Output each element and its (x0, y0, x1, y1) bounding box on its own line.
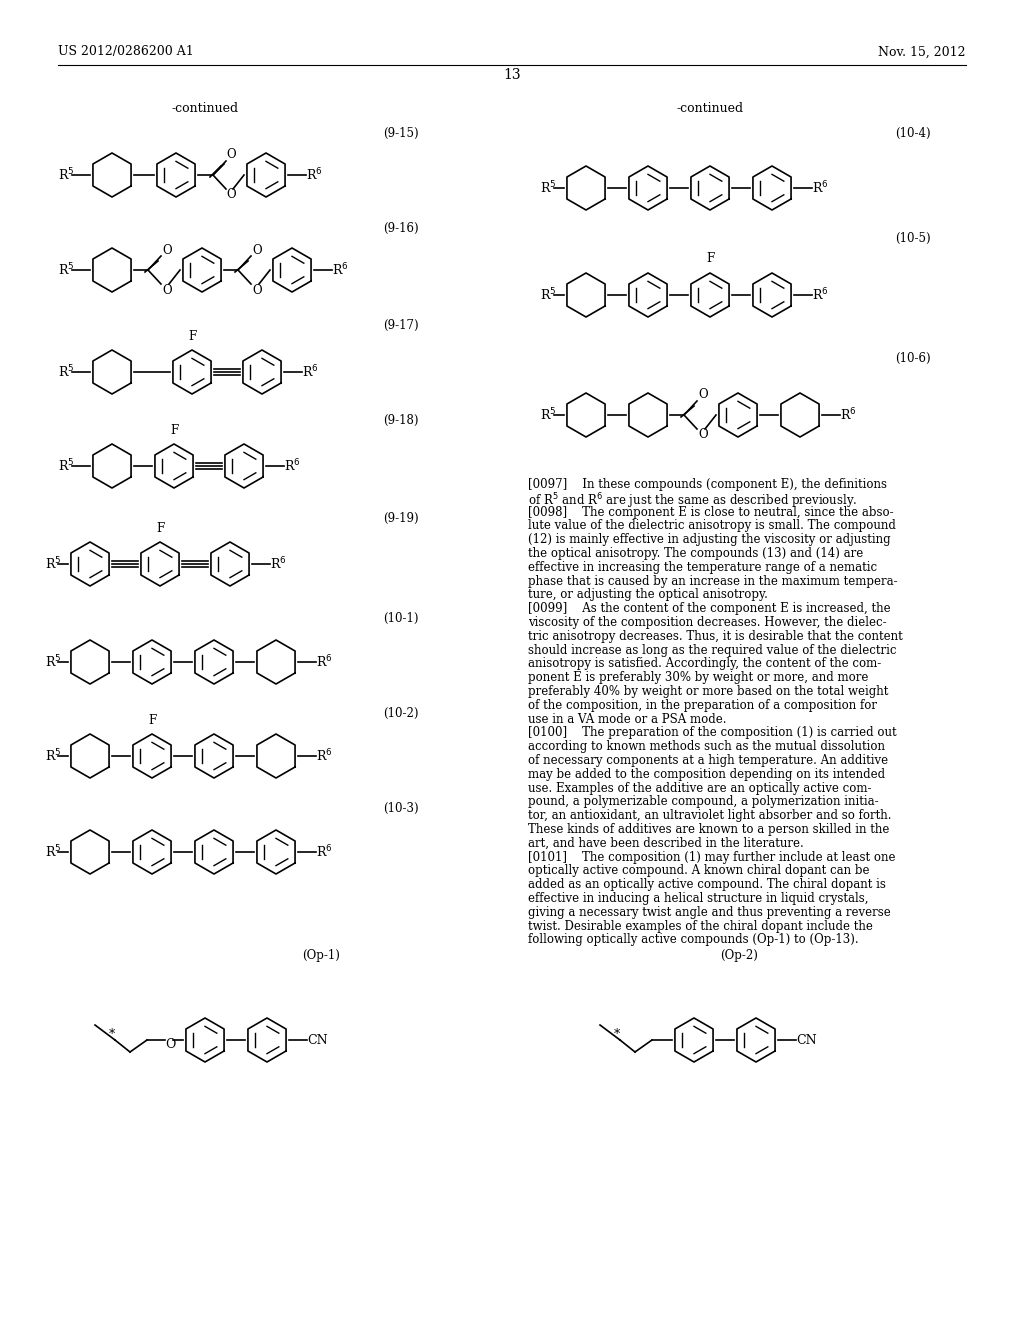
Text: 13: 13 (503, 69, 521, 82)
Text: O: O (252, 243, 261, 256)
Text: R$^6$: R$^6$ (812, 286, 828, 304)
Text: R$^6$: R$^6$ (316, 747, 333, 764)
Text: art, and have been described in the literature.: art, and have been described in the lite… (528, 837, 804, 850)
Text: O: O (698, 429, 708, 441)
Text: *: * (109, 1027, 115, 1040)
Text: (9-17): (9-17) (383, 318, 419, 331)
Text: F: F (187, 330, 197, 342)
Text: [0099]    As the content of the component E is increased, the: [0099] As the content of the component E… (528, 602, 891, 615)
Text: *: * (613, 1027, 621, 1040)
Text: R$^5$: R$^5$ (58, 458, 75, 474)
Text: (9-16): (9-16) (383, 222, 419, 235)
Text: use in a VA mode or a PSA mode.: use in a VA mode or a PSA mode. (528, 713, 726, 726)
Text: (12) is mainly effective in adjusting the viscosity or adjusting: (12) is mainly effective in adjusting th… (528, 533, 891, 546)
Text: (10-1): (10-1) (383, 611, 419, 624)
Text: O: O (226, 149, 236, 161)
Text: giving a necessary twist angle and thus preventing a reverse: giving a necessary twist angle and thus … (528, 906, 891, 919)
Text: O: O (165, 1038, 175, 1051)
Text: (9-18): (9-18) (383, 413, 419, 426)
Text: of the composition, in the preparation of a composition for: of the composition, in the preparation o… (528, 698, 877, 711)
Text: F: F (170, 424, 178, 437)
Text: R$^5$: R$^5$ (45, 556, 61, 573)
Text: should increase as long as the required value of the dielectric: should increase as long as the required … (528, 644, 896, 656)
Text: R$^6$: R$^6$ (284, 458, 300, 474)
Text: ture, or adjusting the optical anisotropy.: ture, or adjusting the optical anisotrop… (528, 589, 768, 602)
Text: (Op-2): (Op-2) (720, 949, 758, 961)
Text: R$^5$: R$^5$ (45, 747, 61, 764)
Text: CN: CN (796, 1034, 816, 1047)
Text: (10-6): (10-6) (895, 351, 931, 364)
Text: R$^5$: R$^5$ (540, 180, 556, 197)
Text: lute value of the dielectric anisotropy is small. The compound: lute value of the dielectric anisotropy … (528, 519, 896, 532)
Text: anisotropy is satisfied. Accordingly, the content of the com-: anisotropy is satisfied. Accordingly, th… (528, 657, 882, 671)
Text: R$^5$: R$^5$ (58, 166, 75, 183)
Text: R$^6$: R$^6$ (812, 180, 828, 197)
Text: R$^6$: R$^6$ (306, 166, 323, 183)
Text: R$^5$: R$^5$ (45, 653, 61, 671)
Text: O: O (698, 388, 708, 401)
Text: R$^6$: R$^6$ (270, 556, 287, 573)
Text: (10-4): (10-4) (895, 127, 931, 140)
Text: F: F (156, 521, 164, 535)
Text: effective in increasing the temperature range of a nematic: effective in increasing the temperature … (528, 561, 878, 574)
Text: of R$^5$ and R$^6$ are just the same as described previously.: of R$^5$ and R$^6$ are just the same as … (528, 492, 857, 511)
Text: [0101]    The composition (1) may further include at least one: [0101] The composition (1) may further i… (528, 850, 896, 863)
Text: tor, an antioxidant, an ultraviolet light absorber and so forth.: tor, an antioxidant, an ultraviolet ligh… (528, 809, 892, 822)
Text: effective in inducing a helical structure in liquid crystals,: effective in inducing a helical structur… (528, 892, 868, 906)
Text: ponent E is preferably 30% by weight or more, and more: ponent E is preferably 30% by weight or … (528, 671, 868, 684)
Text: (Op-1): (Op-1) (302, 949, 340, 961)
Text: optically active compound. A known chiral dopant can be: optically active compound. A known chira… (528, 865, 869, 878)
Text: R$^6$: R$^6$ (316, 653, 333, 671)
Text: viscosity of the composition decreases. However, the dielec-: viscosity of the composition decreases. … (528, 616, 887, 630)
Text: twist. Desirable examples of the chiral dopant include the: twist. Desirable examples of the chiral … (528, 920, 872, 933)
Text: (10-3): (10-3) (383, 801, 419, 814)
Text: use. Examples of the additive are an optically active com-: use. Examples of the additive are an opt… (528, 781, 871, 795)
Text: O: O (162, 243, 172, 256)
Text: may be added to the composition depending on its intended: may be added to the composition dependin… (528, 768, 885, 781)
Text: tric anisotropy decreases. Thus, it is desirable that the content: tric anisotropy decreases. Thus, it is d… (528, 630, 903, 643)
Text: R$^5$: R$^5$ (540, 407, 556, 424)
Text: [0098]    The component E is close to neutral, since the abso-: [0098] The component E is close to neutr… (528, 506, 894, 519)
Text: R$^5$: R$^5$ (58, 261, 75, 279)
Text: Nov. 15, 2012: Nov. 15, 2012 (879, 45, 966, 58)
Text: -continued: -continued (171, 102, 239, 115)
Text: of necessary components at a high temperature. An additive: of necessary components at a high temper… (528, 754, 888, 767)
Text: according to known methods such as the mutual dissolution: according to known methods such as the m… (528, 741, 885, 754)
Text: added as an optically active compound. The chiral dopant is: added as an optically active compound. T… (528, 878, 886, 891)
Text: following optically active compounds (Op-1) to (Op-13).: following optically active compounds (Op… (528, 933, 859, 946)
Text: (10-5): (10-5) (895, 231, 931, 244)
Text: O: O (226, 189, 236, 202)
Text: R$^6$: R$^6$ (332, 261, 348, 279)
Text: (10-2): (10-2) (383, 706, 419, 719)
Text: US 2012/0286200 A1: US 2012/0286200 A1 (58, 45, 194, 58)
Text: (9-19): (9-19) (383, 511, 419, 524)
Text: [0100]    The preparation of the composition (1) is carried out: [0100] The preparation of the compositio… (528, 726, 897, 739)
Text: phase that is caused by an increase in the maximum tempera-: phase that is caused by an increase in t… (528, 574, 898, 587)
Text: F: F (147, 714, 156, 726)
Text: R$^5$: R$^5$ (45, 843, 61, 861)
Text: -continued: -continued (677, 102, 743, 115)
Text: R$^5$: R$^5$ (540, 286, 556, 304)
Text: These kinds of additives are known to a person skilled in the: These kinds of additives are known to a … (528, 822, 890, 836)
Text: preferably 40% by weight or more based on the total weight: preferably 40% by weight or more based o… (528, 685, 889, 698)
Text: R$^6$: R$^6$ (840, 407, 856, 424)
Text: CN: CN (307, 1034, 328, 1047)
Text: pound, a polymerizable compound, a polymerization initia-: pound, a polymerizable compound, a polym… (528, 796, 879, 808)
Text: R$^6$: R$^6$ (316, 843, 333, 861)
Text: O: O (162, 284, 172, 297)
Text: [0097]    In these compounds (component E), the definitions: [0097] In these compounds (component E),… (528, 478, 887, 491)
Text: R$^5$: R$^5$ (58, 364, 75, 380)
Text: the optical anisotropy. The compounds (13) and (14) are: the optical anisotropy. The compounds (1… (528, 546, 863, 560)
Text: O: O (252, 284, 261, 297)
Text: (9-15): (9-15) (383, 127, 419, 140)
Text: R$^6$: R$^6$ (302, 364, 318, 380)
Text: F: F (706, 252, 714, 265)
